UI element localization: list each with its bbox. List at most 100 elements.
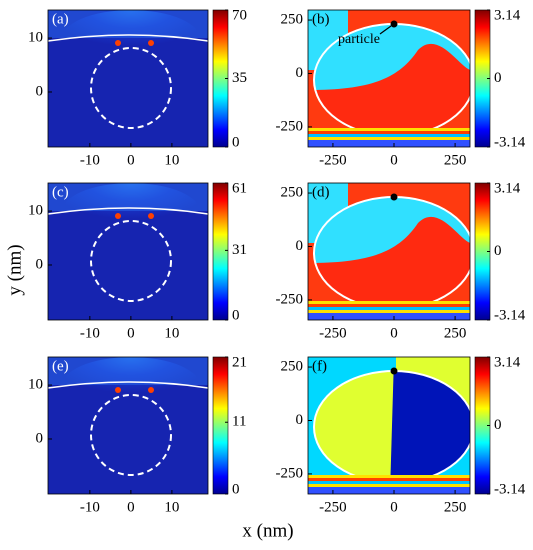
field-top xyxy=(48,183,208,211)
panel: -10 0 10 0 10 (a) 0 35 70 xyxy=(28,7,247,168)
stripe xyxy=(308,137,470,140)
x-tick-label: -250 xyxy=(319,499,347,515)
hotspot xyxy=(148,213,154,219)
y-tick-label: 0 xyxy=(296,238,304,254)
y-tick-label: 250 xyxy=(281,358,304,374)
phase-ellipse xyxy=(314,24,470,136)
annotation-arrow xyxy=(379,25,392,35)
stripe xyxy=(308,487,470,494)
colorbar-tick-label: 70 xyxy=(232,7,247,23)
stripe xyxy=(308,304,470,307)
stripe xyxy=(308,131,470,134)
stripe xyxy=(308,475,470,478)
colorbar-tick-label: 61 xyxy=(232,180,247,196)
colorbar-tick-label: 0 xyxy=(494,417,502,433)
panel-label: (f) xyxy=(312,358,327,374)
panel-label: (b) xyxy=(312,11,330,27)
stripe xyxy=(308,128,470,131)
plot-frame xyxy=(307,356,471,495)
y-tick-label: 0 xyxy=(36,83,44,99)
x-tick-label: -10 xyxy=(80,325,100,341)
colorbar-tick-label: -3.14 xyxy=(494,134,526,150)
x-tick-label: -250 xyxy=(319,325,347,341)
colorbar-tick-label: 0 xyxy=(494,243,502,259)
hotspot xyxy=(115,213,121,219)
x-tick-label: 10 xyxy=(164,325,179,341)
x-tick-label: 10 xyxy=(164,152,179,168)
annotation: particle xyxy=(338,32,380,47)
y-tick-label: 10 xyxy=(28,376,43,392)
panel: -250 0 250 -250 0 250 (b) particle -3.14 0 3.14 xyxy=(276,7,526,168)
hotspot xyxy=(148,40,154,46)
stripe xyxy=(308,307,470,310)
plot-frame xyxy=(307,182,471,321)
panel-label: (d) xyxy=(312,184,330,200)
y-axis-label: y (nm) xyxy=(4,244,25,295)
y-tick-label: 0 xyxy=(296,412,304,428)
y-tick-label: 10 xyxy=(28,29,43,45)
x-axis-label: x (nm) xyxy=(242,520,293,541)
colorbar-tick-label: 11 xyxy=(232,414,246,430)
colorbar-tick-label: 0 xyxy=(232,134,240,150)
y-tick-label: 10 xyxy=(28,202,43,218)
colorbar-tick-label: 31 xyxy=(232,242,247,258)
stripe xyxy=(308,313,470,320)
y-tick-label: 0 xyxy=(36,256,44,272)
hotspot xyxy=(115,40,121,46)
plot-frame xyxy=(47,9,209,148)
phase-region xyxy=(314,43,470,136)
colorbar-tick-label: -3.14 xyxy=(494,481,526,497)
colorbar xyxy=(212,182,229,321)
phase-ellipse xyxy=(314,197,470,309)
stripe xyxy=(308,301,470,304)
panel-label: (c) xyxy=(52,184,69,200)
colorbar-tick-label: 0 xyxy=(232,307,240,323)
x-tick-label: -10 xyxy=(80,152,100,168)
stripe xyxy=(308,310,470,313)
particle-dot xyxy=(390,367,398,375)
y-tick-label: -250 xyxy=(276,291,304,307)
stripe xyxy=(308,478,470,481)
colorbar-tick-label: 3.14 xyxy=(494,180,521,196)
y-tick-label: -250 xyxy=(276,465,304,481)
stripe xyxy=(308,134,470,137)
panel-label: (a) xyxy=(52,11,69,27)
x-tick-label: 0 xyxy=(390,325,398,341)
x-tick-label: 0 xyxy=(127,325,135,341)
x-tick-label: 0 xyxy=(127,152,135,168)
phase-ellipse xyxy=(314,371,470,483)
hotspot xyxy=(148,387,154,393)
particle-outline xyxy=(90,394,172,476)
x-tick-label: 250 xyxy=(444,499,467,515)
y-tick-label: 0 xyxy=(36,430,44,446)
x-tick-label: -10 xyxy=(80,499,100,515)
stripe xyxy=(308,481,470,484)
y-tick-label: 250 xyxy=(281,184,304,200)
colorbar-tick-label: 0 xyxy=(494,70,502,86)
interface-curve xyxy=(47,381,209,389)
y-tick-label: 250 xyxy=(281,11,304,27)
plot-frame xyxy=(47,182,209,321)
panel: -250 0 250 -250 0 250 (f) -3.14 0 3.14 xyxy=(276,354,526,515)
panel: -250 0 250 -250 0 250 (d) -3.14 0 3.14 xyxy=(276,180,526,341)
stripe xyxy=(308,484,470,487)
x-tick-label: -250 xyxy=(319,152,347,168)
x-tick-label: 0 xyxy=(127,499,135,515)
interface-curve xyxy=(47,207,209,215)
particle-outline xyxy=(90,47,172,129)
y-tick-label: -250 xyxy=(276,118,304,134)
colorbar-tick-label: 0 xyxy=(232,481,240,497)
y-tick-label: 0 xyxy=(296,65,304,81)
field-top xyxy=(48,10,208,38)
stripe xyxy=(308,140,470,147)
colorbar-tick-label: 3.14 xyxy=(494,354,521,370)
particle-dot xyxy=(390,193,398,201)
x-tick-label: 10 xyxy=(164,499,179,515)
panel: -10 0 10 0 10 (c) 0 31 61 xyxy=(28,180,247,341)
plot-frame xyxy=(307,9,471,148)
panel: -10 0 10 0 10 (e) 0 11 21 xyxy=(28,354,247,515)
x-tick-label: 0 xyxy=(390,499,398,515)
particle-outline xyxy=(90,220,172,302)
panel-label: (e) xyxy=(52,358,69,374)
